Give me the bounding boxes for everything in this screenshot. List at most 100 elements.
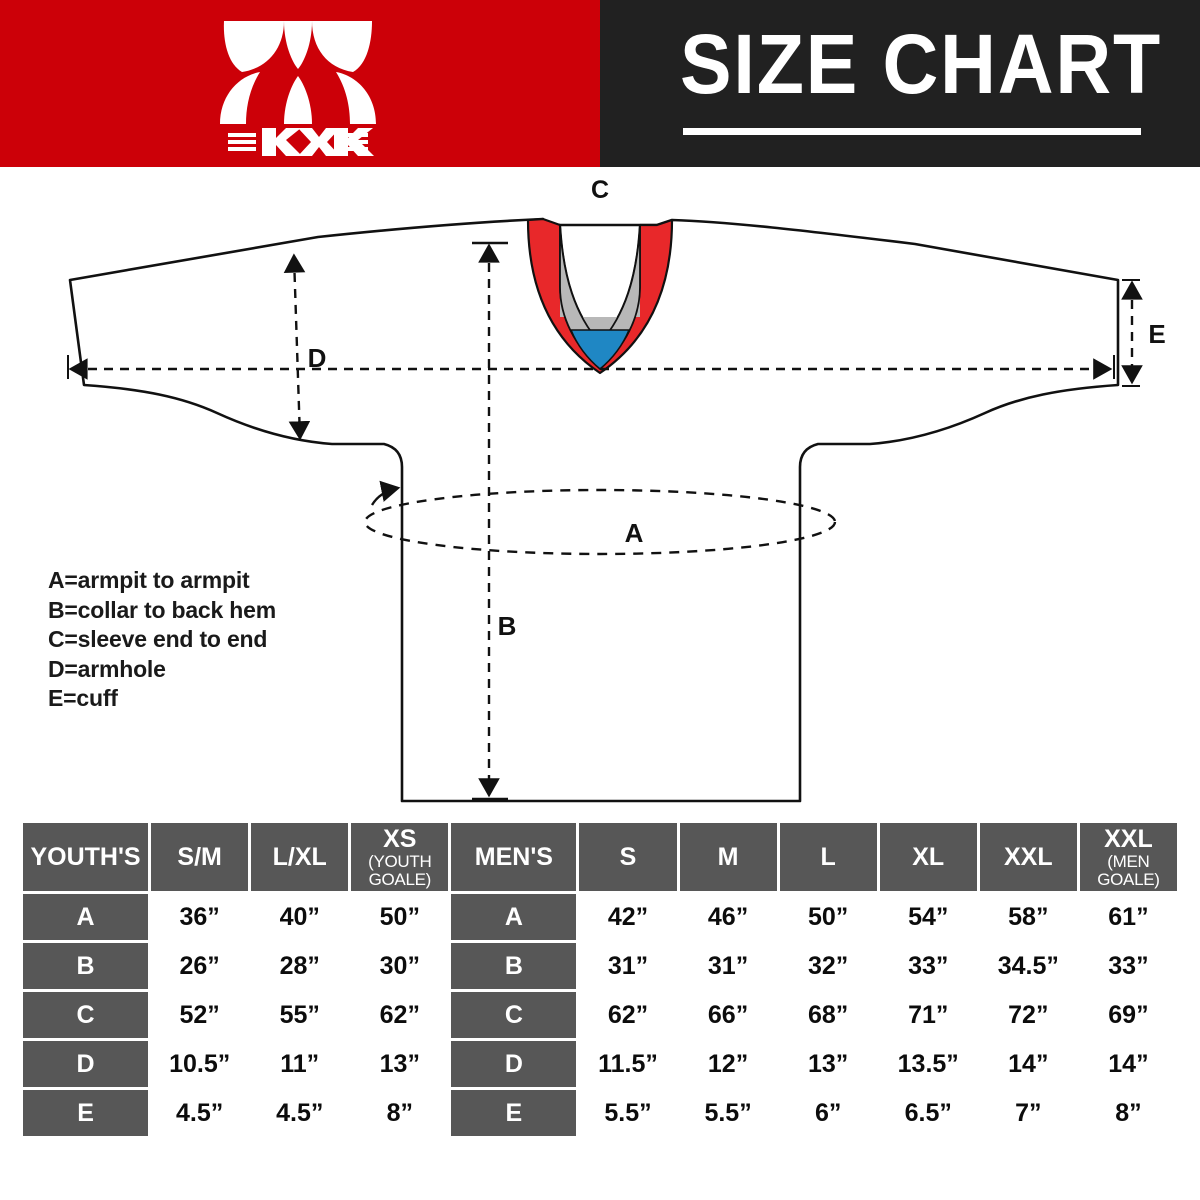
table-row: A 36” 40” 50” A 42” 46” 50” 54” 58” 61” [23, 894, 1177, 940]
cell-men-xxl-d: 14” [979, 1041, 1077, 1087]
dimension-label-b: B [498, 611, 517, 641]
cell-men-s-b: 31” [579, 943, 677, 989]
dimension-d: D [283, 253, 326, 441]
cell-men-m-a: 46” [679, 894, 777, 940]
cell-youth-xs-d: 13” [351, 1041, 449, 1087]
cell-men-l-a: 50” [779, 894, 877, 940]
cell-men-xxl-c: 72” [979, 992, 1077, 1038]
dimension-c: C [67, 176, 1115, 380]
cell-youth-sm-b: 26” [151, 943, 249, 989]
header-youth-lxl-label: L/XL [272, 842, 327, 871]
cell-men-s-c: 62” [579, 992, 677, 1038]
table-row: D 10.5” 11” 13” D 11.5” 12” 13” 13.5” 14… [23, 1041, 1177, 1087]
header-youths: YOUTH'S [23, 823, 149, 891]
jersey-outline [68, 217, 1120, 803]
dimension-e: E [1121, 279, 1166, 387]
page-header: SIZE CHART [0, 0, 1200, 167]
dimension-label-c: C [591, 176, 609, 204]
header-youth-xs-label: XS [383, 824, 417, 853]
row-label-youth-c: C [23, 992, 149, 1038]
cell-youth-sm-e: 4.5” [151, 1090, 249, 1136]
cell-men-xxl-e: 7” [979, 1090, 1077, 1136]
cell-youth-sm-c: 52” [151, 992, 249, 1038]
cell-youth-lxl-d: 11” [251, 1041, 349, 1087]
header-men-xxl-goale-label: XXL [1104, 824, 1153, 853]
header-youth-xs: XS (YOUTH GOALE) [351, 823, 449, 891]
header-men-xxl-goale: XXL (MEN GOALE) [1079, 823, 1177, 891]
legend-line-c: C=sleeve end to end [48, 626, 268, 652]
header-men-s: S [579, 823, 677, 891]
kxk-logo [198, 14, 398, 159]
header-men-m: M [679, 823, 777, 891]
header-men-xl-label: XL [912, 842, 945, 871]
cell-men-xxlgoale-c: 69” [1079, 992, 1177, 1038]
cell-youth-lxl-e: 4.5” [251, 1090, 349, 1136]
table-row: E 4.5” 4.5” 8” E 5.5” 5.5” 6” 6.5” 7” 8” [23, 1090, 1177, 1136]
cell-men-m-b: 31” [679, 943, 777, 989]
table-header: YOUTH'S S/M L/XL XS (YOUTH GOALE) MEN'S S… [23, 823, 1177, 891]
header-youth-sm-label: S/M [177, 842, 222, 871]
brand-panel [0, 0, 600, 167]
cell-men-s-d: 11.5” [579, 1041, 677, 1087]
cell-men-m-c: 66” [679, 992, 777, 1038]
cell-men-s-e: 5.5” [579, 1090, 677, 1136]
header-men-xl: XL [879, 823, 977, 891]
table-body: A 36” 40” 50” A 42” 46” 50” 54” 58” 61” … [23, 894, 1177, 1136]
cell-men-xxl-b: 34.5” [979, 943, 1077, 989]
cell-men-l-b: 32” [779, 943, 877, 989]
cell-youth-lxl-b: 28” [251, 943, 349, 989]
cell-men-l-e: 6” [779, 1090, 877, 1136]
page-title: SIZE CHART [680, 17, 1163, 111]
cell-men-xl-d: 13.5” [879, 1041, 977, 1087]
dimension-a: A [363, 480, 837, 556]
header-men-s-label: S [619, 842, 637, 871]
header-men-xxl-goale-sub: (MEN GOALE) [1097, 851, 1160, 889]
row-label-youth-b: B [23, 943, 149, 989]
cell-men-xxl-a: 58” [979, 894, 1077, 940]
header-youth-lxl: L/XL [251, 823, 349, 891]
cell-men-s-a: 42” [579, 894, 677, 940]
cell-men-xl-e: 6.5” [879, 1090, 977, 1136]
cell-men-l-d: 13” [779, 1041, 877, 1087]
dimension-label-e: E [1148, 319, 1165, 349]
header-men-xxl: XXL [979, 823, 1077, 891]
cell-youth-xs-a: 50” [351, 894, 449, 940]
header-youth-sm: S/M [151, 823, 249, 891]
dimension-b: B [472, 241, 517, 801]
legend-line-d: D=armhole [48, 655, 166, 682]
legend-line-b: B=collar to back hem [48, 596, 276, 623]
header-men-l: L [779, 823, 877, 891]
row-label-men-b: B [451, 943, 577, 989]
cell-men-xxlgoale-e: 8” [1079, 1090, 1177, 1136]
measurement-legend: A=armpit to armpit B=collar to back hem … [48, 566, 276, 714]
cell-youth-xs-b: 30” [351, 943, 449, 989]
table-row: C 52” 55” 62” C 62” 66” 68” 71” 72” 69” [23, 992, 1177, 1038]
title-panel: SIZE CHART [600, 0, 1200, 167]
row-label-youth-e: E [23, 1090, 149, 1136]
header-mens: MEN'S [451, 823, 577, 891]
cell-men-l-c: 68” [779, 992, 877, 1038]
legend-line-a: A=armpit to armpit [48, 567, 250, 593]
cell-youth-sm-a: 36” [151, 894, 249, 940]
cell-youth-xs-e: 8” [351, 1090, 449, 1136]
cell-men-m-d: 12” [679, 1041, 777, 1087]
header-youths-label: YOUTH'S [30, 842, 141, 871]
table-row: B 26” 28” 30” B 31” 31” 32” 33” 34.5” 33… [23, 943, 1177, 989]
cell-men-xxlgoale-d: 14” [1079, 1041, 1177, 1087]
table-header-row: YOUTH'S S/M L/XL XS (YOUTH GOALE) MEN'S S… [23, 823, 1177, 891]
jersey-diagram: C D E B A [0, 167, 1200, 815]
cell-youth-lxl-c: 55” [251, 992, 349, 1038]
cell-youth-lxl-a: 40” [251, 894, 349, 940]
cell-youth-sm-d: 10.5” [151, 1041, 249, 1087]
size-chart-table: YOUTH'S S/M L/XL XS (YOUTH GOALE) MEN'S S… [20, 820, 1180, 1139]
row-label-men-c: C [451, 992, 577, 1038]
row-label-youth-a: A [23, 894, 149, 940]
legend-line-e: E=cuff [48, 685, 118, 711]
header-men-l-label: L [820, 842, 836, 871]
cell-men-xxlgoale-a: 61” [1079, 894, 1177, 940]
row-label-men-a: A [451, 894, 577, 940]
cell-men-m-e: 5.5” [679, 1090, 777, 1136]
header-men-xxl-label: XXL [1003, 842, 1053, 871]
header-mens-label: MEN'S [474, 842, 553, 871]
cell-men-xl-b: 33” [879, 943, 977, 989]
